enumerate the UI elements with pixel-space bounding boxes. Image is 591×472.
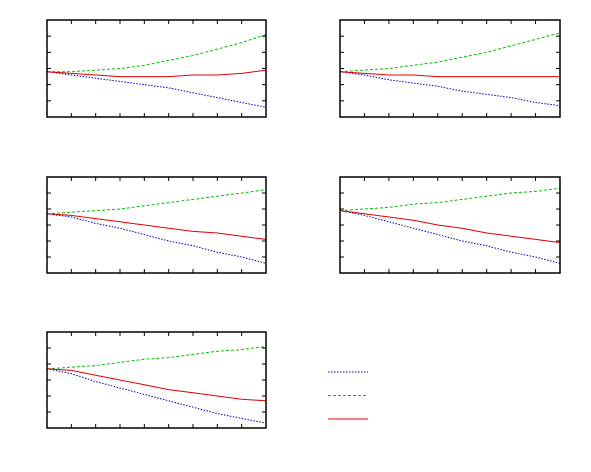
series-line xyxy=(46,213,267,240)
series-line xyxy=(46,368,267,424)
series-line xyxy=(339,187,561,212)
series-line xyxy=(339,210,561,244)
series-line xyxy=(339,32,561,73)
series-line xyxy=(339,71,560,78)
plot-frame xyxy=(339,176,561,274)
series-line xyxy=(46,368,267,402)
series-line xyxy=(46,345,267,370)
plot-frame xyxy=(46,19,267,118)
series-line xyxy=(339,210,561,264)
plot-frame xyxy=(46,331,267,429)
series-line xyxy=(339,71,561,107)
plot-frame xyxy=(46,176,267,274)
series-line xyxy=(47,34,267,73)
series-line xyxy=(46,189,267,215)
plot-frame xyxy=(339,19,561,118)
series-line xyxy=(46,71,267,108)
series-line xyxy=(46,213,267,264)
series-line xyxy=(46,69,267,78)
